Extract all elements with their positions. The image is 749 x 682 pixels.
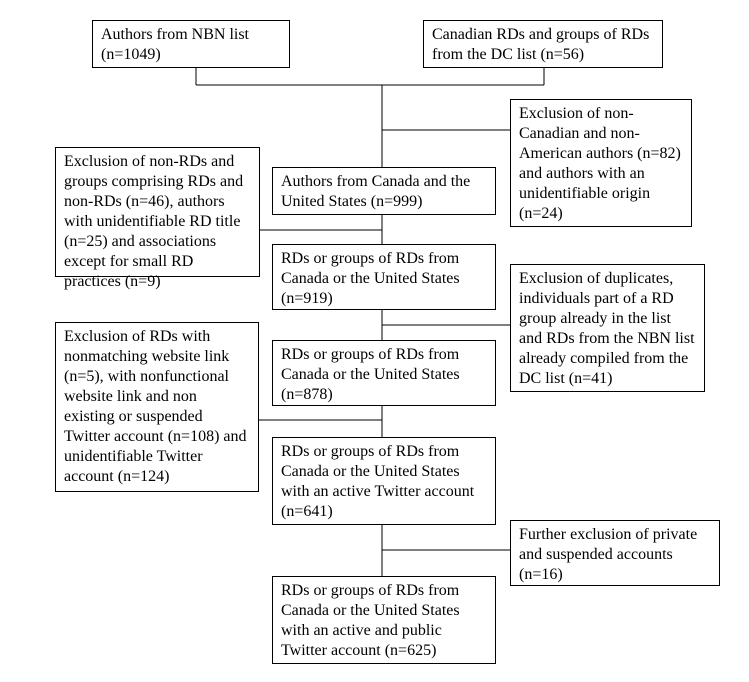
box-excl-right-2: Exclusion of duplicates, individuals par… <box>510 264 705 392</box>
flowchart-canvas: Authors from NBN list (n=1049) Canadian … <box>0 0 749 682</box>
box-excl-left-1: Exclusion of non-RDs and groups comprisi… <box>55 147 260 277</box>
box-top-right: Canadian RDs and groups of RDs from the … <box>423 20 663 68</box>
box-top-left: Authors from NBN list (n=1049) <box>92 20 290 68</box>
box-excl-left-2: Exclusion of RDs with nonmatching websit… <box>55 322 259 492</box>
box-center-5: RDs or groups of RDs from Canada or the … <box>272 576 496 664</box>
box-center-1: Authors from Canada and the United State… <box>272 167 496 215</box>
box-excl-right-3: Further exclusion of private and suspend… <box>510 520 720 586</box>
box-center-4: RDs or groups of RDs from Canada or the … <box>272 437 496 525</box>
box-center-3: RDs or groups of RDs from Canada or the … <box>272 340 496 406</box>
box-excl-right-1: Exclusion of non-Canadian and non-Americ… <box>510 99 692 227</box>
box-center-2: RDs or groups of RDs from Canada or the … <box>272 244 496 310</box>
